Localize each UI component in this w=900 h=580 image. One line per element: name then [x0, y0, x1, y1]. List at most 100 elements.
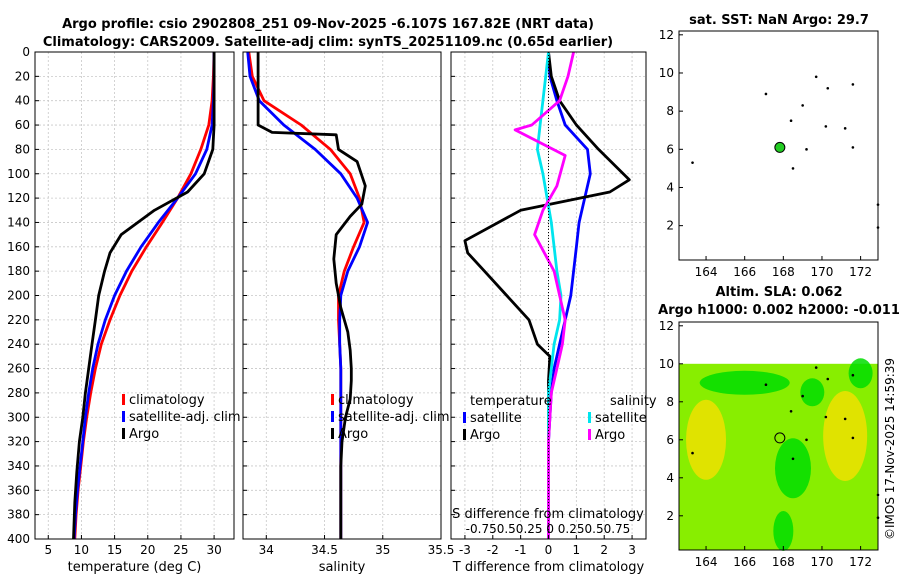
x-tick-label: 30 — [206, 543, 221, 557]
x-tick-label: 10 — [74, 543, 89, 557]
island-marker — [764, 383, 768, 387]
island-marker — [843, 127, 847, 130]
legend-entry: satellite-adj. clim — [129, 410, 241, 425]
sla-map-title-1: Altim. SLA: 0.062 — [716, 285, 843, 300]
legend-title-salinity: salinity — [610, 394, 657, 409]
sla-patch — [774, 438, 811, 499]
island-marker — [824, 415, 828, 419]
island-marker — [851, 373, 855, 377]
y-tick-label: 12 — [659, 28, 674, 42]
sla-patch — [848, 358, 873, 389]
series-line-satellite-adj-clim — [72, 52, 216, 539]
island-marker — [851, 436, 855, 440]
x-tick-label: 168 — [772, 555, 795, 569]
island-marker — [814, 75, 818, 79]
island-marker — [691, 161, 694, 164]
y-tick-label: 2 — [666, 219, 674, 233]
island-marker — [843, 417, 847, 421]
series-line-argo — [256, 52, 367, 539]
difference-panel: -3 -2 -1 0 1 2 3 T difference from climatology t… — [450, 51, 657, 575]
legend-entry: Argo — [595, 428, 625, 443]
island-marker — [791, 457, 795, 461]
x-tick-label: 3 — [628, 543, 636, 557]
y-tick-label: 140 — [7, 215, 30, 229]
legend-entry: Argo — [338, 427, 368, 442]
y-tick-label: 10 — [659, 66, 674, 80]
island-marker — [826, 86, 830, 90]
x-tick-label: 5 — [44, 543, 52, 557]
x-tick-label: -2 — [487, 543, 499, 557]
legend-swatch — [588, 429, 591, 440]
y-tick-label: 4 — [666, 471, 674, 485]
sst-map-title: sat. SST: NaN Argo: 29.7 — [689, 13, 869, 28]
top-axis-label: S difference from climatology — [452, 507, 644, 522]
legend-swatch — [463, 412, 466, 423]
legend-swatch — [331, 411, 334, 422]
argo-location-marker — [774, 432, 786, 444]
salinity-panel: 34 34.5 35 35.5 salinity climatology satellite… — [242, 51, 454, 575]
x-tick-label: 1 — [573, 543, 581, 557]
legend-entry: satellite — [595, 411, 647, 426]
top-axis-ticklabels: -0.750.50.25 0 0.250.50.75 — [466, 522, 631, 536]
island-marker — [814, 366, 818, 369]
y-tick-label: 160 — [7, 240, 30, 254]
island-marker — [805, 148, 808, 151]
x-axis-label: temperature (deg C) — [68, 560, 202, 575]
x-tick-label: 0 — [545, 543, 553, 557]
x-tick-label: 25 — [173, 543, 188, 557]
x-tick-label: 164 — [695, 555, 718, 569]
temperature-panel: 5 10 15 20 25 30 temperature (deg C) 0 20 40 60 80 1… — [7, 45, 241, 575]
legend-swatch — [463, 429, 466, 440]
legend-title-temperature: temperature — [470, 394, 552, 409]
y-tick-label: 200 — [7, 289, 30, 303]
legend-swatch — [588, 412, 591, 423]
island-marker — [801, 104, 804, 107]
map-frame — [678, 30, 879, 261]
legend-entry: Argo — [129, 427, 159, 442]
title-line-2: Climatology: CARS2009. Satellite-adj cli… — [43, 35, 613, 50]
sla-patch — [686, 399, 727, 480]
legend-entry: Argo — [470, 428, 500, 443]
island-marker — [764, 92, 768, 96]
y-tick-label: 180 — [7, 264, 30, 278]
y-tick-label: 120 — [7, 191, 30, 205]
y-tick-label: 400 — [7, 532, 30, 546]
legend-swatch — [331, 428, 334, 439]
x-tick-label: -1 — [515, 543, 527, 557]
x-tick-label: 172 — [849, 555, 872, 569]
y-tick-label: 340 — [7, 459, 30, 473]
x-tick-label: 34.5 — [311, 543, 338, 557]
y-tick-label: 12 — [659, 319, 674, 333]
y-tick-label: 100 — [7, 167, 30, 181]
series-line-argo — [72, 52, 216, 539]
x-tick-label: 168 — [772, 265, 795, 279]
y-tick-label: 300 — [7, 410, 30, 424]
x-axis-label: salinity — [319, 560, 366, 575]
sla-map-title-2: Argo h1000: 0.002 h2000: -0.011 — [658, 303, 900, 318]
x-tick-label: 166 — [733, 265, 756, 279]
x-tick-label: 15 — [107, 543, 122, 557]
island-marker — [851, 83, 855, 86]
sla-patch — [800, 378, 825, 407]
island-marker — [691, 451, 694, 455]
island-marker — [789, 119, 793, 122]
y-tick-label: 6 — [666, 142, 674, 156]
y-tick-label: 10 — [659, 357, 674, 371]
y-tick-label: 320 — [7, 435, 30, 449]
y-tick-label: 380 — [7, 508, 30, 522]
y-tick-label: 220 — [7, 313, 30, 327]
y-tick-label: 8 — [666, 395, 674, 409]
y-tick-label: 80 — [15, 142, 30, 156]
y-tick-label: 60 — [15, 118, 30, 132]
island-marker — [805, 438, 808, 442]
map-frame — [678, 321, 879, 551]
y-tick-label: 240 — [7, 337, 30, 351]
y-tick-label: 2 — [666, 509, 674, 523]
y-tick-label: 6 — [666, 433, 674, 447]
x-tick-label: 20 — [140, 543, 155, 557]
sla-patch — [773, 511, 794, 551]
legend-swatch — [122, 394, 125, 405]
x-tick-label: 170 — [811, 555, 834, 569]
legend-swatch — [331, 394, 334, 405]
